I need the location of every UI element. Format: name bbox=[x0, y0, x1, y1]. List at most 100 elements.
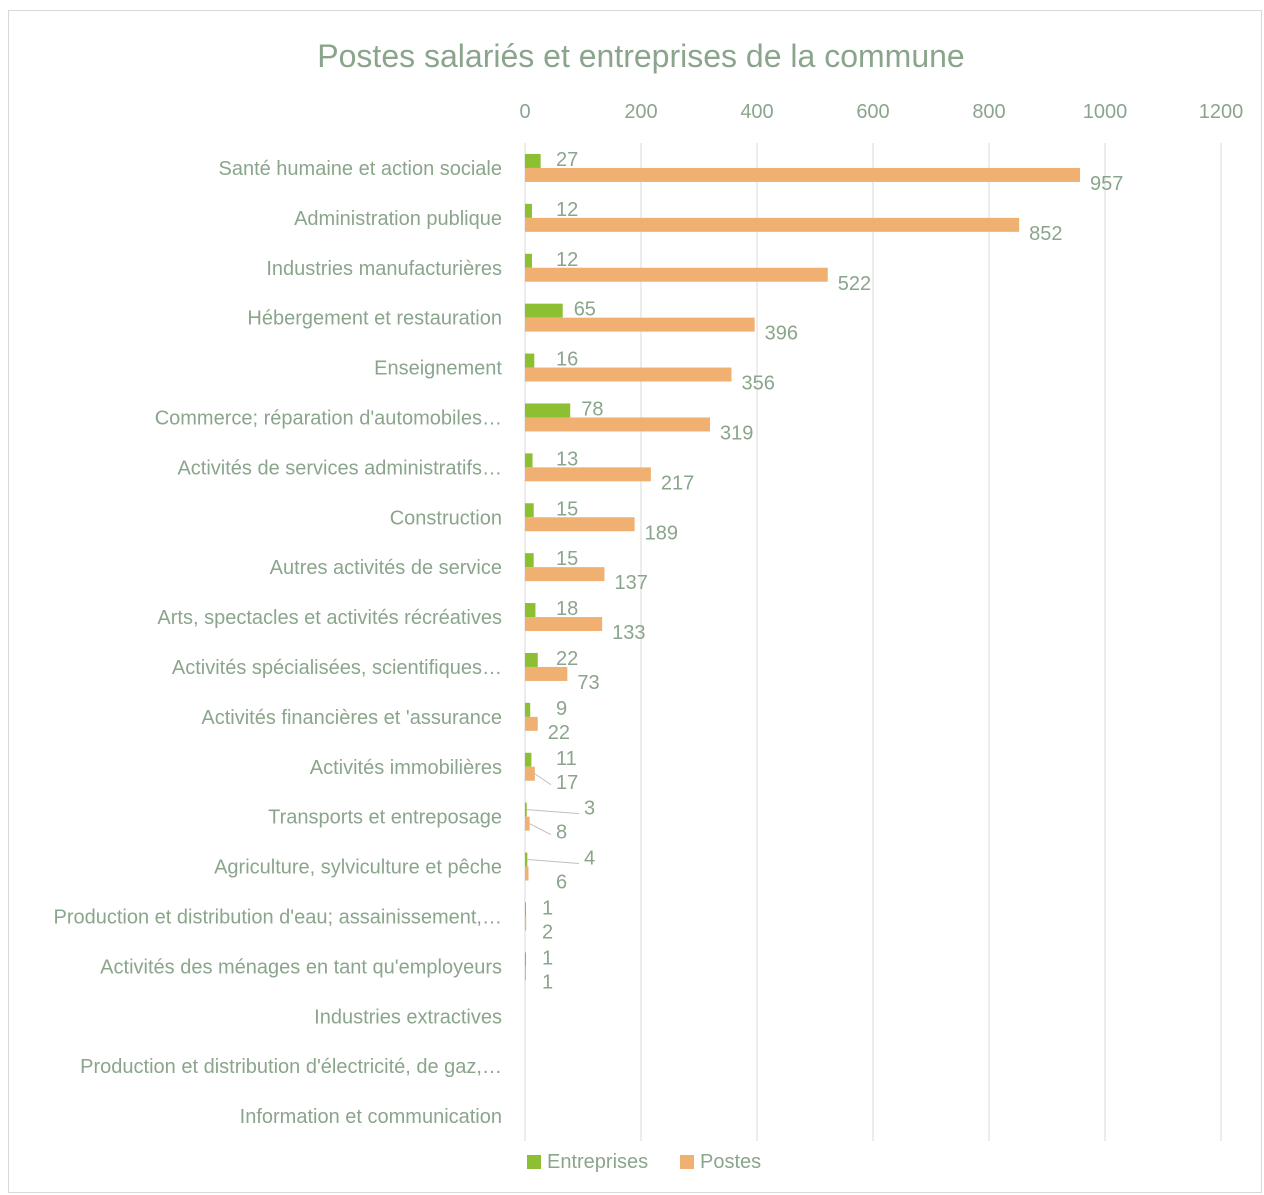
leader-line bbox=[529, 823, 552, 836]
bar-postes bbox=[525, 367, 732, 382]
bar-entreprises bbox=[525, 702, 531, 717]
legend-swatch-entreprises bbox=[527, 1155, 541, 1169]
data-label-postes: 6 bbox=[556, 872, 567, 894]
data-label-entreprises: 78 bbox=[581, 398, 603, 420]
bar-postes bbox=[525, 966, 526, 981]
category-label: Industries manufacturières bbox=[266, 258, 502, 280]
leader-line bbox=[534, 773, 552, 786]
data-label-postes: 522 bbox=[838, 273, 871, 295]
legend-swatch-postes bbox=[680, 1155, 694, 1169]
bar-postes bbox=[525, 716, 538, 731]
category-label: Arts, spectacles et activités récréative… bbox=[157, 607, 502, 629]
bar-postes bbox=[525, 866, 529, 881]
bar-entreprises bbox=[525, 802, 527, 817]
x-tick-label: 600 bbox=[856, 101, 889, 123]
data-label-entreprises: 1 bbox=[542, 947, 553, 969]
category-label: Commerce; réparation d'automobiles… bbox=[155, 407, 502, 429]
category-label: Activités spécialisées, scientifiques… bbox=[172, 657, 502, 679]
data-label-entreprises: 13 bbox=[556, 448, 578, 470]
category-label: Santé humaine et action sociale bbox=[218, 158, 502, 180]
data-label-entreprises: 1 bbox=[542, 897, 553, 919]
leader-line bbox=[527, 859, 580, 865]
bar-entreprises bbox=[525, 652, 538, 667]
x-tick-label: 200 bbox=[624, 101, 657, 123]
data-labels: 2795712852125226539616356783191321715189… bbox=[526, 149, 1123, 993]
data-label-entreprises: 12 bbox=[556, 199, 578, 221]
legend-label-entreprises: Entreprises bbox=[547, 1151, 648, 1173]
bar-postes bbox=[525, 467, 651, 482]
data-label-postes: 2 bbox=[542, 921, 553, 943]
data-label-postes: 22 bbox=[548, 722, 570, 744]
data-label-entreprises: 3 bbox=[584, 798, 595, 820]
data-label-entreprises: 22 bbox=[556, 648, 578, 670]
bar-entreprises bbox=[525, 852, 528, 867]
data-label-entreprises: 15 bbox=[556, 498, 578, 520]
data-label-postes: 137 bbox=[614, 572, 647, 594]
category-label: Enseignement bbox=[374, 358, 502, 380]
bar-postes bbox=[525, 567, 605, 582]
bar-postes bbox=[525, 517, 635, 532]
bar-postes bbox=[525, 617, 603, 632]
bar-entreprises bbox=[525, 203, 532, 218]
bar-postes bbox=[525, 417, 711, 432]
bar-entreprises bbox=[525, 902, 526, 917]
legend-label-postes: Postes bbox=[700, 1151, 761, 1173]
data-label-postes: 356 bbox=[741, 373, 774, 395]
bar-entreprises bbox=[525, 603, 536, 618]
x-tick-label: 800 bbox=[972, 101, 1005, 123]
leader-line bbox=[526, 809, 580, 815]
bar-postes bbox=[525, 267, 828, 282]
x-tick-label: 400 bbox=[740, 101, 773, 123]
bar-entreprises bbox=[525, 353, 535, 368]
data-label-postes: 396 bbox=[765, 323, 798, 345]
bar-entreprises bbox=[525, 403, 571, 418]
legend: Entreprises Postes bbox=[527, 1151, 761, 1173]
category-label: Information et communication bbox=[240, 1106, 502, 1128]
data-label-postes: 217 bbox=[661, 472, 694, 494]
category-label: Activités financières et 'assurance bbox=[201, 707, 502, 729]
category-label: Transports et entreposage bbox=[268, 807, 502, 829]
bar-entreprises bbox=[525, 553, 534, 568]
category-label: Industries extractives bbox=[314, 1006, 502, 1028]
category-label: Production et distribution d'électricité… bbox=[80, 1056, 502, 1078]
category-label: Administration publique bbox=[294, 208, 502, 230]
bar-postes bbox=[525, 167, 1081, 182]
data-label-postes: 957 bbox=[1090, 173, 1123, 195]
x-tick-label: 1000 bbox=[1083, 101, 1128, 123]
data-label-entreprises: 4 bbox=[584, 848, 595, 870]
bars bbox=[525, 153, 1081, 981]
x-axis-ticks: 0 200 400 600 800 1000 1200 bbox=[519, 101, 1243, 123]
data-label-postes: 319 bbox=[720, 422, 753, 444]
data-label-entreprises: 9 bbox=[556, 698, 567, 720]
bar-entreprises bbox=[525, 453, 533, 468]
chart-area bbox=[8, 10, 1262, 1193]
data-label-entreprises: 27 bbox=[556, 149, 578, 171]
x-tick-label: 0 bbox=[519, 101, 530, 123]
bar-entreprises bbox=[525, 303, 563, 318]
data-label-postes: 133 bbox=[612, 622, 645, 644]
data-label-entreprises: 12 bbox=[556, 249, 578, 271]
data-label-postes: 1 bbox=[542, 971, 553, 993]
category-label: Construction bbox=[390, 507, 502, 529]
bar-postes bbox=[525, 666, 568, 681]
bar-entreprises bbox=[525, 752, 532, 767]
data-label-entreprises: 15 bbox=[556, 548, 578, 570]
data-label-postes: 189 bbox=[645, 522, 678, 544]
data-label-entreprises: 11 bbox=[556, 748, 577, 770]
data-label-postes: 852 bbox=[1029, 223, 1062, 245]
category-label: Autres activités de service bbox=[270, 557, 502, 579]
bar-postes bbox=[525, 816, 530, 831]
data-label-entreprises: 65 bbox=[574, 299, 596, 321]
data-label-postes: 17 bbox=[556, 772, 578, 794]
category-label: Activités de services administratifs… bbox=[177, 457, 502, 479]
category-label: Activités des ménages en tant qu'employe… bbox=[100, 956, 502, 978]
x-tick-label: 1200 bbox=[1199, 101, 1244, 123]
chart-title: Postes salariés et entreprises de la com… bbox=[317, 38, 964, 74]
data-label-entreprises: 16 bbox=[556, 349, 578, 371]
bar-postes bbox=[525, 317, 755, 332]
category-label: Activités immobilières bbox=[310, 757, 502, 779]
bar-entreprises bbox=[525, 503, 534, 518]
bar-postes bbox=[525, 217, 1020, 232]
category-labels: Santé humaine et action sociale Administr… bbox=[53, 158, 502, 1128]
